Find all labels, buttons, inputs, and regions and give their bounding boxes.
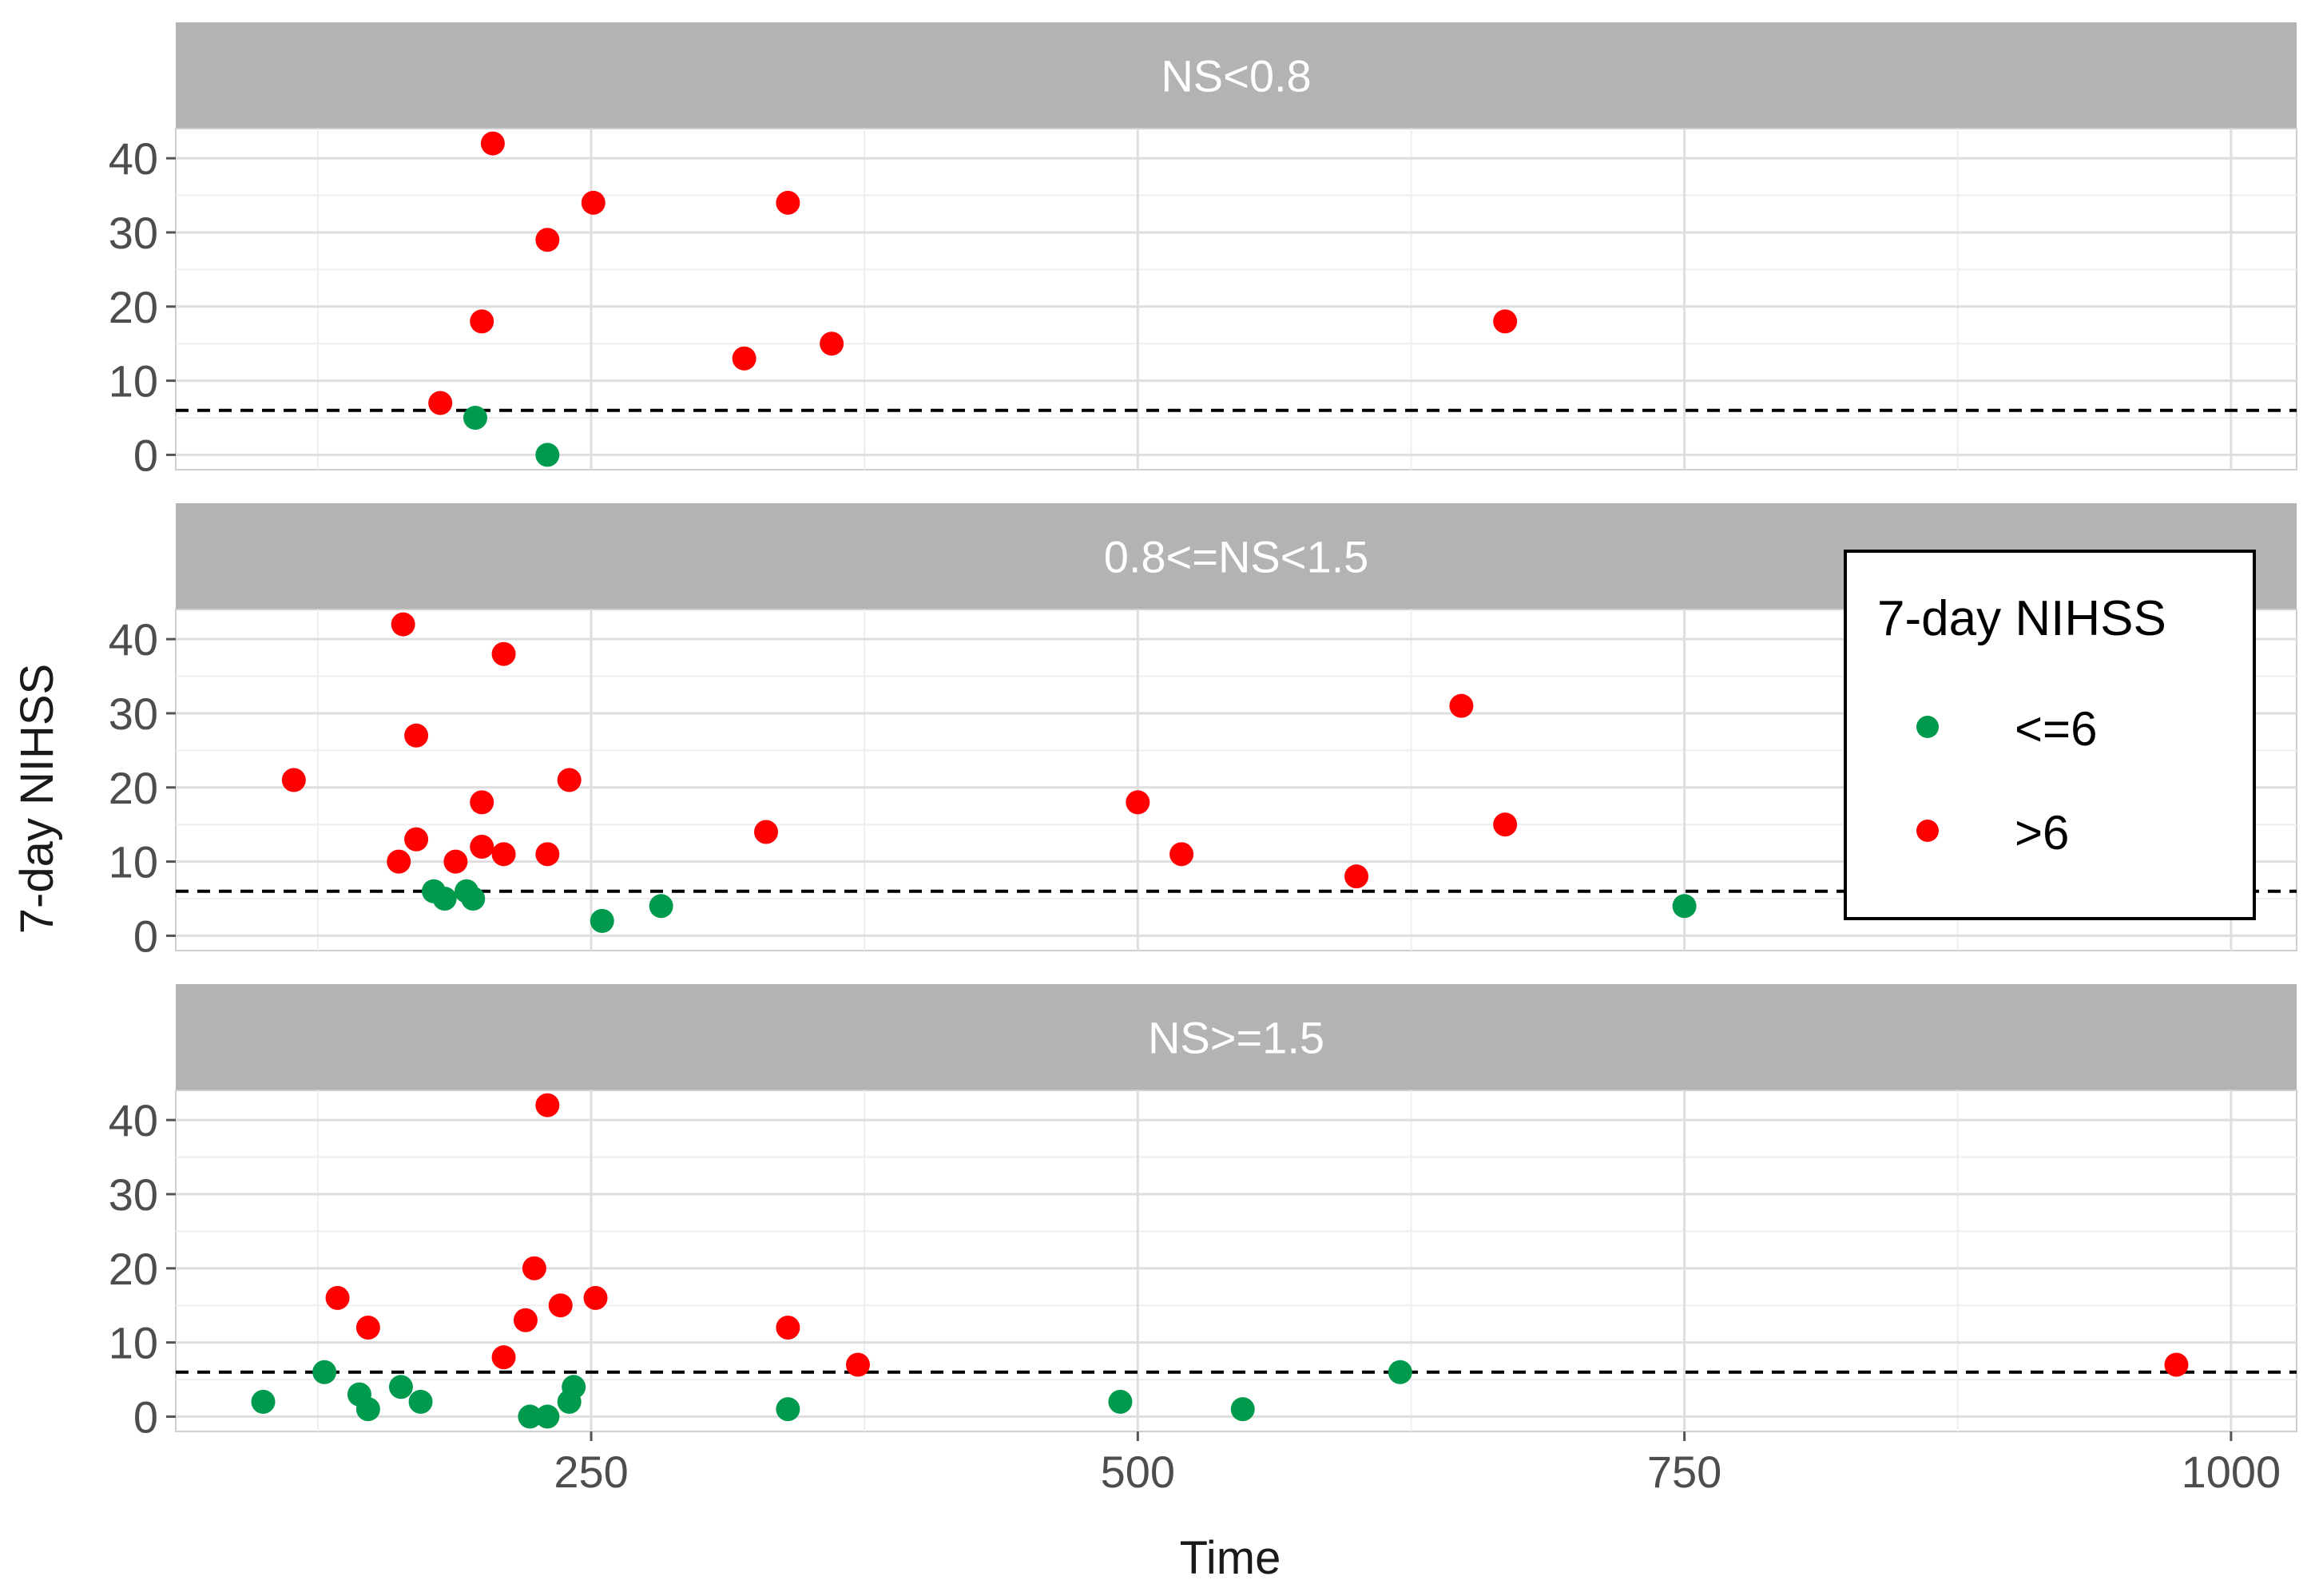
legend-label-le6: <=6 <box>2015 702 2097 756</box>
panel-strip-label: 0.8<=NS<1.5 <box>1104 532 1369 582</box>
data-point <box>845 1352 870 1377</box>
x-tick-label: 1000 <box>2182 1447 2281 1497</box>
data-point <box>513 1308 538 1332</box>
x-tick-label: 750 <box>1647 1447 1721 1497</box>
data-point <box>649 894 673 919</box>
data-point <box>522 1256 546 1280</box>
data-point <box>776 1397 800 1422</box>
data-point <box>583 1285 608 1310</box>
data-point <box>491 641 516 666</box>
data-point <box>463 406 487 431</box>
data-point <box>1388 1360 1412 1384</box>
data-point <box>408 1389 433 1414</box>
panel-strip <box>176 22 2297 129</box>
data-point <box>535 1404 560 1429</box>
data-point <box>1493 812 1518 837</box>
data-point <box>557 768 582 792</box>
y-tick-label: 10 <box>109 1318 158 1368</box>
data-point <box>470 790 494 815</box>
data-point <box>535 228 560 252</box>
data-point <box>562 1375 586 1399</box>
y-tick-label: 10 <box>109 356 158 407</box>
data-point <box>480 131 505 156</box>
data-point <box>470 309 494 334</box>
x-axis-title: Time <box>1180 1532 1281 1584</box>
panel-strip-label: NS<0.8 <box>1161 51 1311 101</box>
x-axis: 250 500 750 1000 <box>554 1431 2281 1497</box>
data-point <box>391 612 415 637</box>
panel-strip-label: NS>=1.5 <box>1148 1013 1324 1063</box>
legend-title: 7-day NIHSS <box>1877 591 2166 646</box>
data-point <box>355 1397 380 1422</box>
data-point <box>1230 1397 1255 1422</box>
y-tick-label: 40 <box>109 133 158 184</box>
data-point <box>251 1389 276 1414</box>
data-point <box>535 443 560 467</box>
legend: 7-day NIHSS <=6 >6 <box>1844 550 2256 920</box>
data-point <box>1672 894 1697 919</box>
data-point <box>590 908 614 933</box>
data-point <box>776 190 800 215</box>
data-point <box>1344 864 1369 889</box>
data-point <box>776 1316 800 1340</box>
data-point <box>820 332 844 356</box>
y-tick-label: 30 <box>109 689 158 739</box>
data-point <box>732 346 756 371</box>
data-point <box>325 1285 350 1310</box>
y-tick-label: 10 <box>109 837 158 887</box>
data-point <box>2164 1352 2189 1377</box>
legend-box <box>1844 550 2256 920</box>
data-point <box>1449 693 1474 718</box>
data-point <box>1493 309 1518 334</box>
y-tick-label: 20 <box>109 1244 158 1294</box>
data-point <box>404 827 429 852</box>
y-tick-label: 40 <box>109 614 158 665</box>
data-point <box>491 842 516 867</box>
legend-label-gt6: >6 <box>2015 806 2069 860</box>
data-point <box>404 723 429 748</box>
panel-strip <box>176 984 2297 1090</box>
data-point <box>387 849 411 874</box>
y-tick-label: 30 <box>109 1169 158 1220</box>
data-point <box>1169 842 1194 867</box>
data-point <box>388 1375 413 1399</box>
data-point <box>312 1360 337 1384</box>
data-point <box>461 887 486 911</box>
data-point <box>443 849 468 874</box>
y-tick-label: 0 <box>133 911 158 961</box>
data-point <box>754 820 779 844</box>
legend-key-le6 <box>1916 716 1939 738</box>
y-tick-label: 20 <box>109 763 158 813</box>
y-tick-label: 30 <box>109 208 158 258</box>
data-point <box>491 1345 516 1370</box>
data-point <box>355 1316 380 1340</box>
data-point <box>581 190 606 215</box>
y-tick-label: 0 <box>133 1392 158 1442</box>
data-point <box>281 768 306 792</box>
x-tick-label: 500 <box>1101 1447 1175 1497</box>
panel-1: NS<0.8 0 10 20 30 40 <box>109 22 2297 480</box>
data-point <box>432 887 457 911</box>
y-tick-label: 20 <box>109 282 158 332</box>
data-point <box>518 1404 542 1429</box>
data-point <box>428 391 453 415</box>
data-point <box>535 1093 560 1118</box>
data-point <box>1126 790 1150 815</box>
y-tick-label: 0 <box>133 430 158 480</box>
panel-plot-area <box>175 128 2297 470</box>
panel-3: NS>=1.5 0 10 20 30 40 <box>109 984 2297 1442</box>
data-point <box>470 835 494 860</box>
data-point <box>535 842 560 867</box>
x-tick-label: 250 <box>554 1447 628 1497</box>
y-tick-label: 40 <box>109 1095 158 1145</box>
data-point <box>548 1293 573 1318</box>
legend-key-gt6 <box>1916 820 1939 842</box>
data-point <box>1108 1389 1133 1414</box>
y-axis-title: 7-day NIHSS <box>11 664 63 934</box>
